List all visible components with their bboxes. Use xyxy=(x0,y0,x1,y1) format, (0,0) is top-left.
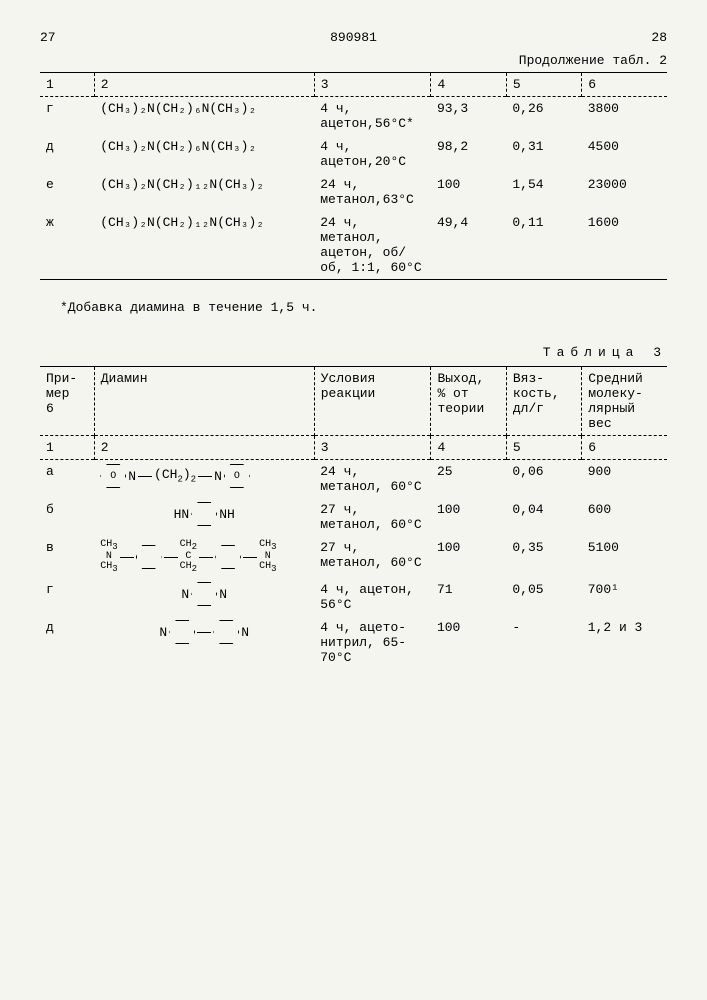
table-row: д (CH₃)₂N(CH₂)₆N(CH₃)₂ 4 ч, ацетон,20°C … xyxy=(40,135,667,173)
diamine-structure: O N (CH2)2 N O xyxy=(94,460,314,499)
table-row: г N N 4 ч, ацетон, 56°C 71 0,05 700¹ xyxy=(40,578,667,616)
table2-footnote: *Добавка диамина в течение 1,5 ч. xyxy=(60,300,667,315)
table-row: б HN NH 27 ч, метанол, 60°C 100 0,04 600 xyxy=(40,498,667,536)
table2: 1 2 3 4 5 6 г (CH₃)₂N(CH₂)₆N(CH₃)₂ 4 ч, … xyxy=(40,72,667,280)
page-header: 27 890981 28 xyxy=(40,30,667,45)
table3: При- мер 6 Диамин Условия реакции Выход,… xyxy=(40,366,667,669)
morpholine-icon: O xyxy=(224,464,250,488)
pyridyl-icon xyxy=(169,620,195,644)
table3-title: Таблица 3 xyxy=(40,345,667,360)
pyridyl-icon xyxy=(213,620,239,644)
t3-h2: Диамин xyxy=(94,367,314,436)
diamine-structure: N N xyxy=(94,616,314,669)
table2-continuation: Продолжение табл. 2 xyxy=(40,53,667,68)
table-row: д N N 4 ч, ацето-нитрил, 65-70°C 100 - 1… xyxy=(40,616,667,669)
table-row: в CH3NCH3 CH2CCH2 CH3NCH3 27 ч, метанол,… xyxy=(40,536,667,578)
morpholine-icon: O xyxy=(100,464,126,488)
t3-h4: Выход, % от теории xyxy=(431,367,506,436)
doc-number: 890981 xyxy=(330,30,377,45)
cyclohexyl-icon xyxy=(215,545,241,569)
table-row: ж (CH₃)₂N(CH₂)₁₂N(CH₃)₂ 24 ч, метанол, а… xyxy=(40,211,667,280)
t2-col-6: 6 xyxy=(582,73,667,97)
diamine-structure: N N xyxy=(94,578,314,616)
t3-h5: Вяз-кость, дл/г xyxy=(506,367,581,436)
page-right: 28 xyxy=(651,30,667,45)
t2-col-5: 5 xyxy=(506,73,581,97)
diamine-structure: CH3NCH3 CH2CCH2 CH3NCH3 xyxy=(94,536,314,578)
t3-h6: Средний молеку-лярный вес xyxy=(582,367,667,436)
table-row: а O N (CH2)2 N O 24 ч, метанол, 60°C 25 … xyxy=(40,460,667,499)
pyrazine-icon xyxy=(191,582,217,606)
diamine-structure: HN NH xyxy=(94,498,314,536)
piperazine-icon xyxy=(191,502,217,526)
t3-h3: Условия реакции xyxy=(314,367,431,436)
t2-col-3: 3 xyxy=(314,73,431,97)
t2-col-2: 2 xyxy=(94,73,314,97)
table-row: г (CH₃)₂N(CH₂)₆N(CH₃)₂ 4 ч, ацетон,56°C*… xyxy=(40,97,667,136)
t2-col-4: 4 xyxy=(431,73,506,97)
t2-col-1: 1 xyxy=(40,73,94,97)
page-left: 27 xyxy=(40,30,56,45)
t3-h1: При- мер 6 xyxy=(40,367,94,436)
table-row: е (CH₃)₂N(CH₂)₁₂N(CH₃)₂ 24 ч, метанол,63… xyxy=(40,173,667,211)
cyclohexyl-icon xyxy=(136,545,162,569)
